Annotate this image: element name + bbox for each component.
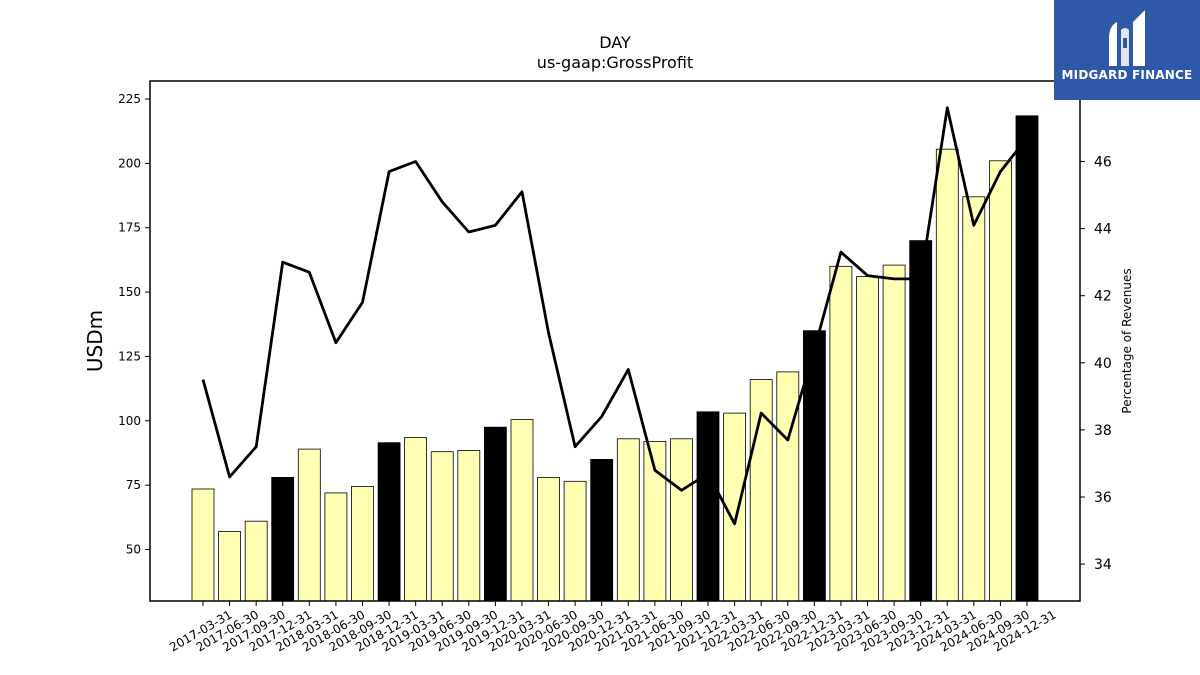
bar (537, 476, 560, 602)
y-tick-label: 150 (118, 285, 141, 299)
y2-tick-label: 34 (1094, 557, 1112, 573)
bar (616, 438, 640, 602)
y2-axis-ticks: 34 36 38 40 42 44 46 (1080, 155, 1112, 573)
y-tick-label: 100 (118, 414, 141, 428)
plot-frame (149, 80, 1081, 602)
bar (404, 437, 428, 602)
y2-axis-label: Percentage of Revenues (1120, 268, 1134, 413)
bar (989, 160, 1012, 602)
bar (457, 449, 481, 602)
bar (1015, 115, 1039, 602)
bar (324, 492, 348, 602)
y-axis-label: USDm (83, 310, 107, 372)
bar (856, 276, 879, 602)
y-axis-ticks: 50 75 100 125 150 175 200 225 (118, 92, 150, 557)
bar (909, 240, 933, 602)
bar (218, 531, 242, 602)
bar (483, 426, 507, 602)
bar (829, 265, 853, 602)
y-tick-label: 75 (126, 478, 141, 492)
bar-series (191, 115, 1039, 602)
brand-logo: MIDGARD FINANCE (1054, 0, 1200, 100)
bar (430, 451, 454, 602)
bar (882, 264, 906, 602)
bar (271, 476, 295, 602)
bar (351, 485, 374, 602)
brand-name: MIDGARD FINANCE (1061, 68, 1193, 82)
y2-tick-label: 38 (1094, 423, 1112, 439)
y-tick-label: 175 (118, 221, 141, 235)
y-tick-label: 225 (118, 92, 141, 106)
bar (696, 411, 720, 602)
bar (962, 196, 986, 602)
bar (563, 480, 587, 602)
y-tick-label: 200 (118, 156, 141, 170)
bar (590, 458, 614, 602)
bar (191, 488, 215, 602)
line-series (201, 106, 1029, 526)
y-tick-label: 125 (118, 349, 141, 363)
y2-tick-label: 46 (1094, 155, 1112, 171)
chart-subtitle: us-gaap:GrossProfit (537, 53, 693, 72)
bar (935, 148, 959, 602)
y-tick-label: 50 (126, 543, 141, 557)
bar (244, 520, 268, 602)
y2-tick-label: 40 (1094, 356, 1112, 372)
bar (297, 448, 321, 602)
bar (776, 371, 800, 602)
percentage-line (201, 106, 1029, 526)
bar (377, 442, 401, 602)
y2-tick-label: 42 (1094, 289, 1112, 305)
chart-title: DAY (599, 33, 631, 52)
bar (510, 419, 534, 602)
midgard-logo-icon (1109, 10, 1145, 66)
x-axis-ticks: 2017-03-312017-06-302017-09-302017-12-31… (167, 601, 1059, 654)
y2-tick-label: 36 (1094, 490, 1112, 506)
y2-tick-label: 44 (1094, 222, 1112, 238)
bar (670, 438, 693, 602)
